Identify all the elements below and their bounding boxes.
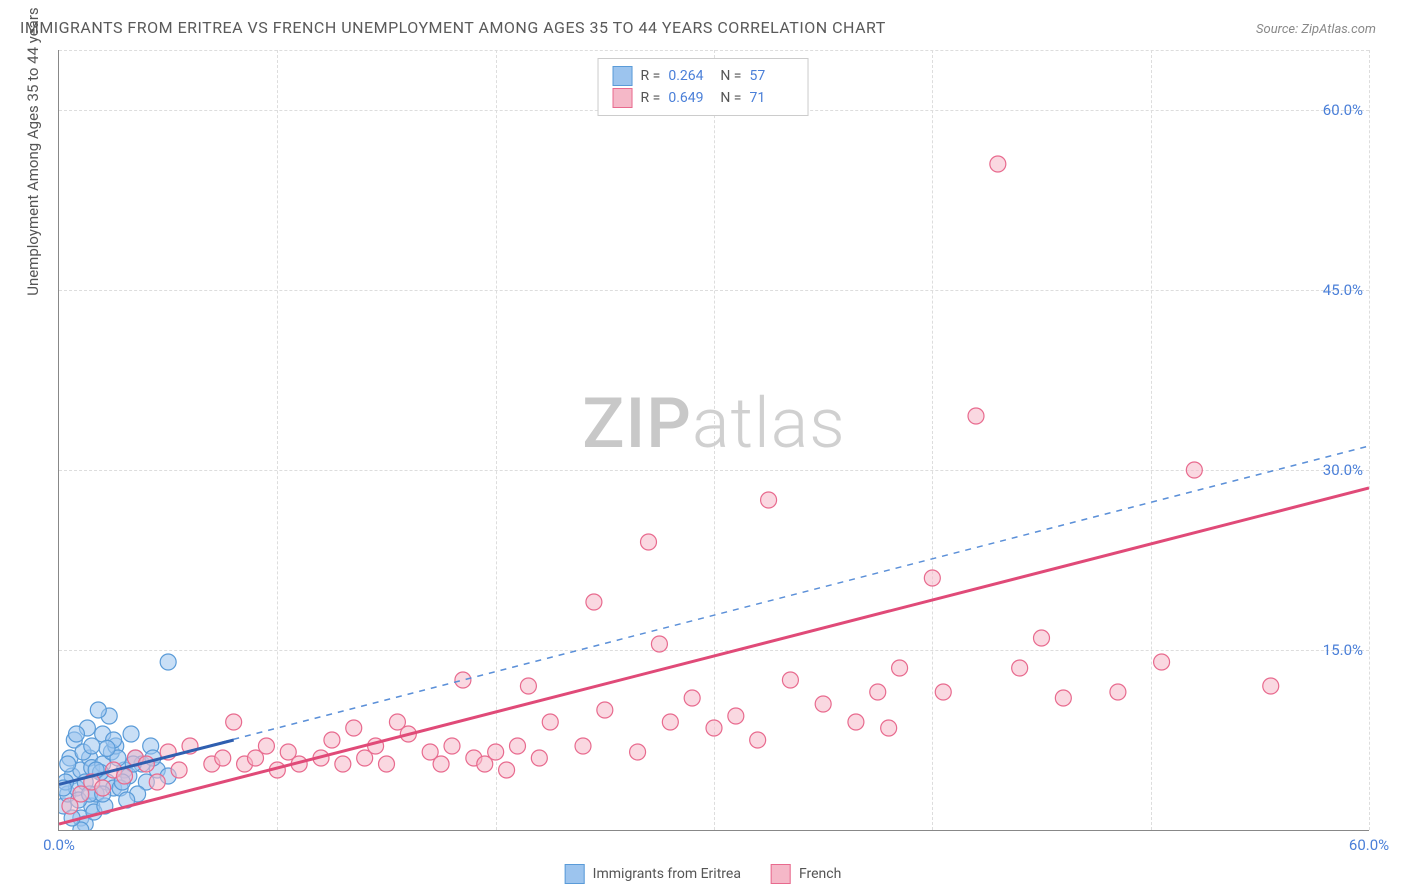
data-point: [84, 738, 100, 754]
data-point: [68, 726, 84, 742]
data-point: [641, 534, 657, 550]
data-point: [935, 684, 951, 700]
data-point: [586, 594, 602, 610]
legend-n-label: N =: [720, 87, 741, 109]
data-point: [1154, 654, 1170, 670]
data-point: [990, 156, 1006, 172]
legend-item: French: [771, 864, 841, 884]
data-point: [881, 720, 897, 736]
data-point: [488, 744, 504, 760]
data-point: [815, 696, 831, 712]
data-point: [379, 756, 395, 772]
legend-r-label: R =: [641, 87, 661, 109]
legend-n-label: N =: [720, 65, 741, 87]
data-point: [706, 720, 722, 736]
trend-line: [59, 488, 1369, 824]
data-point: [510, 738, 526, 754]
data-point: [160, 654, 176, 670]
data-point: [499, 762, 515, 778]
data-point: [95, 780, 111, 796]
data-point: [335, 756, 351, 772]
data-point: [226, 714, 242, 730]
legend-label: Immigrants from Eritrea: [593, 866, 741, 882]
data-point: [60, 756, 76, 772]
legend-label: French: [799, 866, 841, 882]
data-point: [531, 750, 547, 766]
data-point: [455, 672, 471, 688]
correlation-legend: R = 0.264 N = 57 R = 0.649 N = 71: [598, 58, 809, 116]
data-point: [924, 570, 940, 586]
legend-swatch: [613, 88, 633, 108]
x-tick-label: 60.0%: [1349, 836, 1389, 854]
data-point: [1263, 678, 1279, 694]
legend-r-value: 0.649: [668, 87, 712, 109]
data-point: [662, 714, 678, 730]
data-point: [750, 732, 766, 748]
data-point: [728, 708, 744, 724]
x-tick-label: 0.0%: [43, 836, 75, 854]
data-point: [520, 678, 536, 694]
data-point: [968, 408, 984, 424]
data-point: [123, 726, 139, 742]
legend-row: R = 0.264 N = 57: [613, 65, 794, 87]
data-point: [782, 672, 798, 688]
data-point: [892, 660, 908, 676]
legend-swatch: [771, 864, 791, 884]
data-point: [149, 774, 165, 790]
legend-swatch: [613, 66, 633, 86]
data-point: [542, 714, 558, 730]
legend-n-value: 71: [749, 87, 793, 109]
data-point: [346, 720, 362, 736]
data-point: [597, 702, 613, 718]
data-point: [99, 740, 115, 756]
plot-area: ZIPatlas 15.0%30.0%45.0%60.0%0.0%60.0%: [58, 50, 1369, 831]
data-point: [761, 492, 777, 508]
legend-item: Immigrants from Eritrea: [565, 864, 741, 884]
legend-r-label: R =: [641, 65, 661, 87]
data-point: [684, 690, 700, 706]
data-point: [215, 750, 231, 766]
legend-row: R = 0.649 N = 71: [613, 87, 794, 109]
data-point: [1110, 684, 1126, 700]
data-point: [90, 702, 106, 718]
data-point: [1186, 462, 1202, 478]
data-point: [1055, 690, 1071, 706]
chart-svg: [59, 50, 1369, 830]
data-point: [433, 756, 449, 772]
data-point: [324, 732, 340, 748]
legend-swatch: [565, 864, 585, 884]
legend-n-value: 57: [749, 65, 793, 87]
data-point: [870, 684, 886, 700]
data-point: [258, 738, 274, 754]
series-legend: Immigrants from Eritrea French: [565, 864, 842, 884]
chart-title: IMMIGRANTS FROM ERITREA VS FRENCH UNEMPL…: [20, 18, 886, 37]
gridline-v: [1369, 50, 1370, 830]
data-point: [651, 636, 667, 652]
source-attribution: Source: ZipAtlas.com: [1256, 22, 1376, 37]
y-axis-label: Unemployment Among Ages 35 to 44 years: [24, 7, 42, 295]
data-point: [444, 738, 460, 754]
data-point: [171, 762, 187, 778]
data-point: [1034, 630, 1050, 646]
data-point: [575, 738, 591, 754]
data-point: [848, 714, 864, 730]
data-point: [630, 744, 646, 760]
data-point: [1012, 660, 1028, 676]
legend-r-value: 0.264: [668, 65, 712, 87]
